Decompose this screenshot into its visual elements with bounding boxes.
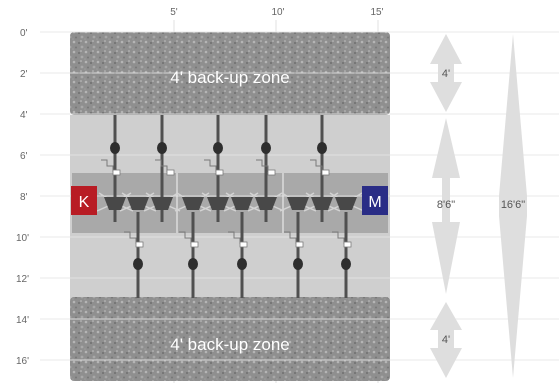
left-scale-label: 8' bbox=[20, 192, 28, 203]
left-scale-label: 4' bbox=[20, 110, 28, 121]
top-scale-label: 10' bbox=[271, 7, 284, 18]
bracket-line bbox=[124, 231, 137, 244]
marker-m-box bbox=[362, 186, 388, 215]
light-fixture bbox=[247, 192, 285, 212]
bracket-tag bbox=[295, 241, 304, 248]
dimension-label-middle: 8'6" bbox=[437, 199, 455, 211]
bracket-tag bbox=[215, 169, 224, 176]
dimension-arrow-middle bbox=[432, 118, 460, 294]
fixture-head bbox=[231, 197, 253, 210]
marker-k-label: K bbox=[79, 194, 90, 211]
bracket-line bbox=[310, 159, 323, 172]
dimension-label-bottom: 4' bbox=[442, 334, 450, 346]
light-fixture bbox=[279, 192, 317, 212]
top-backup-zone-label: 4' back-up zone bbox=[170, 68, 290, 87]
fixture-head bbox=[255, 197, 277, 210]
light-fixture bbox=[96, 192, 134, 212]
fixture-head bbox=[182, 197, 204, 210]
dimension-arrow-bottom bbox=[430, 302, 462, 378]
bracket-mark bbox=[310, 159, 330, 176]
fixture-head bbox=[287, 197, 309, 210]
light-fixture bbox=[327, 192, 365, 212]
bracket-mark bbox=[155, 159, 175, 176]
bracket-mark bbox=[256, 159, 276, 176]
left-scale-label: 16' bbox=[16, 356, 29, 367]
bracket-mark bbox=[204, 159, 224, 176]
upper-post-knob bbox=[213, 142, 223, 154]
bracket-mark bbox=[284, 231, 304, 248]
marker-m-label: M bbox=[368, 194, 381, 211]
bracket-line bbox=[155, 159, 168, 172]
bracket-tag bbox=[267, 169, 276, 176]
top-scale: 5' 10' 15' bbox=[170, 7, 383, 18]
lower-post-knob bbox=[188, 258, 198, 270]
marker-m: M bbox=[362, 186, 388, 215]
top-scale-label: 5' bbox=[170, 7, 178, 18]
bracket-line bbox=[101, 159, 114, 172]
marker-k-box bbox=[71, 186, 97, 215]
bracket-mark bbox=[332, 231, 352, 248]
bracket-line bbox=[332, 231, 345, 244]
bracket-mark bbox=[228, 231, 248, 248]
lower-post-knob bbox=[293, 258, 303, 270]
upper-post-knob bbox=[317, 142, 327, 154]
dimension-label-total: 16'6" bbox=[501, 199, 525, 211]
dimension-arrow-total bbox=[499, 34, 527, 378]
lower-post-knob bbox=[237, 258, 247, 270]
light-fixture bbox=[223, 192, 261, 212]
left-scale-label: 12' bbox=[16, 274, 29, 285]
bracket-mark bbox=[101, 159, 121, 176]
upper-post-knob bbox=[157, 142, 167, 154]
lower-post-knob bbox=[133, 258, 143, 270]
marker-k: K bbox=[71, 186, 97, 215]
fixture-head bbox=[335, 197, 357, 210]
bracket-tag bbox=[239, 241, 248, 248]
light-fixture bbox=[143, 192, 181, 212]
bracket-mark bbox=[179, 231, 199, 248]
dimension-label-top: 4' bbox=[442, 68, 450, 80]
upper-post-knob bbox=[261, 142, 271, 154]
bottom-backup-zone-label: 4' back-up zone bbox=[170, 335, 290, 354]
equipment-group bbox=[96, 115, 365, 298]
bracket-line bbox=[204, 159, 217, 172]
fixture-head bbox=[104, 197, 126, 210]
left-scale: 0' 2' 4' 6' 8' 10' 12' 14' 16' bbox=[16, 28, 29, 367]
dimension-arrow-top bbox=[430, 34, 462, 112]
light-fixture bbox=[303, 192, 341, 212]
lower-post-knob bbox=[341, 258, 351, 270]
fixture-head bbox=[207, 197, 229, 210]
bracket-mark bbox=[124, 231, 144, 248]
bracket-tag bbox=[190, 241, 199, 248]
fixture-head bbox=[127, 197, 149, 210]
bracket-tag bbox=[112, 169, 121, 176]
bracket-line bbox=[179, 231, 192, 244]
left-scale-label: 6' bbox=[20, 151, 28, 162]
bracket-tag bbox=[166, 169, 175, 176]
left-scale-label: 0' bbox=[20, 28, 28, 39]
upper-post-knob bbox=[110, 142, 120, 154]
top-scale-label: 15' bbox=[370, 7, 383, 18]
fixture-head bbox=[151, 197, 173, 210]
bracket-line bbox=[256, 159, 269, 172]
left-scale-label: 10' bbox=[16, 233, 29, 244]
light-fixture bbox=[119, 192, 157, 212]
light-fixture bbox=[199, 192, 237, 212]
fixture-head bbox=[311, 197, 333, 210]
dimension-arrows bbox=[430, 34, 527, 378]
bracket-tag bbox=[135, 241, 144, 248]
left-scale-label: 2' bbox=[20, 69, 28, 80]
bracket-line bbox=[284, 231, 297, 244]
bracket-tag bbox=[321, 169, 330, 176]
left-scale-label: 14' bbox=[16, 315, 29, 326]
bracket-tag bbox=[343, 241, 352, 248]
light-fixture bbox=[174, 192, 212, 212]
bracket-line bbox=[228, 231, 241, 244]
